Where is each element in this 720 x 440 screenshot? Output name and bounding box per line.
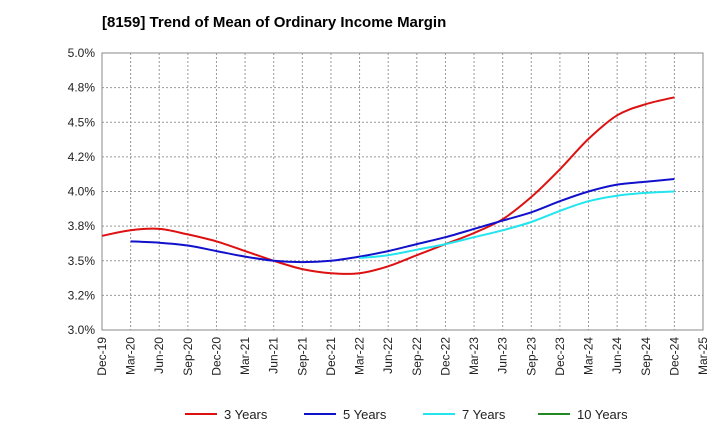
series-line-5-years <box>130 178 675 264</box>
x-tick-label: Jun-22 <box>381 337 395 374</box>
y-tick-label: 3.0% <box>68 323 96 337</box>
grid <box>101 52 704 331</box>
x-tick-label: Dec-22 <box>438 337 452 376</box>
y-axis: 3.0% 3.2% 3.5% 3.8% 4.0% 4.2% 4.5% 4.8% 5.0% <box>68 46 96 337</box>
x-tick-label: Mar-20 <box>124 337 138 375</box>
x-tick-label: Dec-21 <box>324 337 338 376</box>
x-tick-label: Mar-22 <box>353 337 367 375</box>
legend-label: 7 Years <box>462 407 506 422</box>
series-line-7-years <box>359 190 675 259</box>
x-tick-label: Mar-23 <box>467 337 481 375</box>
x-tick-label: Sep-21 <box>295 337 309 376</box>
plot-frame <box>101 52 704 331</box>
y-tick-label: 3.2% <box>68 288 96 302</box>
legend: 3 Years 5 Years 7 Years 10 Years <box>185 407 628 422</box>
y-tick-label: 3.8% <box>68 219 96 233</box>
y-tick-label: 4.8% <box>68 81 96 95</box>
x-tick-label: Jun-24 <box>610 337 624 374</box>
x-tick-label: Sep-23 <box>524 337 538 376</box>
x-tick-label: Sep-24 <box>639 337 653 376</box>
legend-label: 5 Years <box>343 407 387 422</box>
legend-label: 10 Years <box>577 407 628 422</box>
x-tick-label: Dec-20 <box>209 337 223 376</box>
series-line-3-years <box>101 96 675 275</box>
x-tick-label: Jun-20 <box>152 337 166 374</box>
x-axis: Dec-19 Mar-20 Jun-20 Sep-20 Dec-20 Mar-21 Jun-… <box>95 337 710 376</box>
y-tick-label: 3.5% <box>68 254 96 268</box>
y-tick-label: 4.0% <box>68 185 96 199</box>
x-tick-label: Sep-22 <box>410 337 424 376</box>
x-tick-label: Mar-24 <box>582 337 596 375</box>
x-tick-label: Dec-19 <box>95 337 109 376</box>
x-tick-label: Jun-23 <box>496 337 510 374</box>
series-layer <box>101 96 675 275</box>
x-tick-label: Sep-20 <box>181 337 195 376</box>
y-tick-label: 5.0% <box>68 46 96 60</box>
x-tick-label: Mar-25 <box>696 337 710 375</box>
x-tick-label: Dec-23 <box>553 337 567 376</box>
x-tick-label: Mar-21 <box>238 337 252 375</box>
chart-title: [8159] Trend of Mean of Ordinary Income … <box>102 14 447 31</box>
x-tick-label: Jun-21 <box>267 337 281 374</box>
y-tick-label: 4.5% <box>68 115 96 129</box>
legend-label: 3 Years <box>224 407 268 422</box>
x-tick-label: Dec-24 <box>667 337 681 376</box>
y-tick-label: 4.2% <box>68 150 96 164</box>
